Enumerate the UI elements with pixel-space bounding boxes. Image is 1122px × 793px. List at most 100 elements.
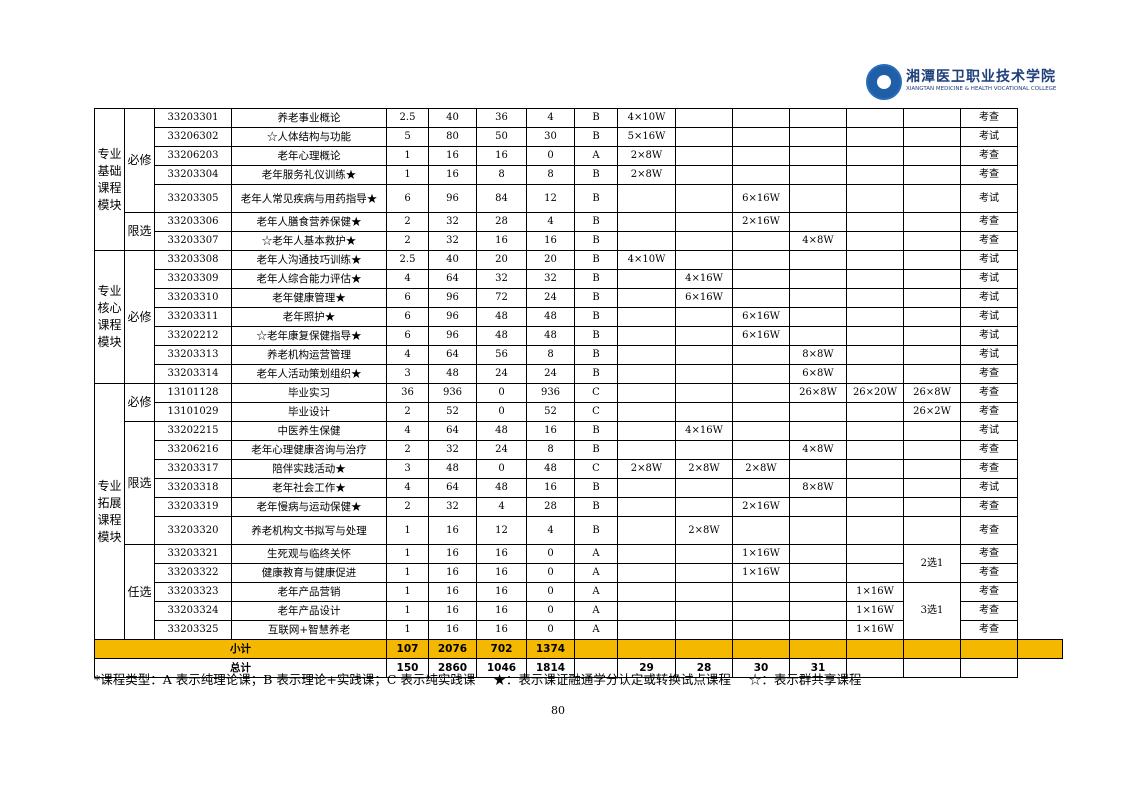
cell-name: 毕业设计 — [231, 402, 387, 422]
subtotal-total: 2076 — [428, 639, 477, 659]
cell-s1 — [617, 478, 676, 498]
table-row: 33203309 老年人综合能力评估★ 4 64 32 32 B 4×16W 考试 — [95, 269, 1063, 289]
cell-name: 老年人活动策划组织★ — [231, 364, 387, 384]
cell-name: 陪伴实践活动★ — [231, 459, 387, 479]
cell-name: 中医养生保健 — [231, 421, 387, 441]
cell-type: B — [574, 478, 618, 498]
type-label: 必修 — [124, 108, 155, 213]
table-row: 33203325 互联网+智慧养老 1 16 16 0 A 1×16W 考查 — [95, 620, 1063, 640]
cell-credit: 1 — [386, 516, 429, 545]
subtotal-theory: 702 — [476, 639, 527, 659]
cell-s2 — [675, 345, 733, 365]
cell-practice: 12 — [526, 184, 575, 213]
cell-theory: 28 — [476, 212, 527, 232]
cell-practice: 20 — [526, 250, 575, 270]
cell-total: 80 — [428, 127, 477, 147]
cell-name: 老年心理健康咨询与治疗 — [231, 440, 387, 460]
cell-s1 — [617, 402, 676, 422]
cell-exam: 考查 — [960, 620, 1018, 640]
cell-name: 老年人膳食营养保健★ — [231, 212, 387, 232]
cell-s1: 2×8W — [617, 165, 676, 185]
cell-s2: 2×8W — [675, 516, 733, 545]
group-label: 专业拓展课程模块 — [94, 383, 125, 640]
cell-type: B — [574, 108, 618, 128]
cell-total: 48 — [428, 459, 477, 479]
cell-total: 96 — [428, 307, 477, 327]
cell-s3 — [732, 364, 790, 384]
cell-practice: 8 — [526, 440, 575, 460]
cell-exam: 考试 — [960, 250, 1018, 270]
cell-s3 — [732, 231, 790, 251]
cell-credit: 1 — [386, 601, 429, 621]
cell-s6 — [903, 231, 961, 251]
cell-practice: 16 — [526, 231, 575, 251]
cell-practice: 4 — [526, 516, 575, 545]
cell-theory: 20 — [476, 250, 527, 270]
cell-s4: 4×8W — [789, 231, 847, 251]
cell-practice: 0 — [526, 146, 575, 166]
total-s1: 29 — [617, 658, 676, 678]
cell-name: 养老事业概论 — [231, 108, 387, 128]
cell-type: B — [574, 345, 618, 365]
cell-theory: 24 — [476, 440, 527, 460]
cell-type: C — [574, 459, 618, 479]
cell-credit: 6 — [386, 307, 429, 327]
cell-type: C — [574, 402, 618, 422]
cell-s5 — [846, 165, 904, 185]
cell-s3 — [732, 440, 790, 460]
elective-note: 2选1 — [903, 544, 961, 583]
cell-exam: 考查 — [960, 383, 1018, 403]
cell-exam: 考试 — [960, 345, 1018, 365]
cell-total: 96 — [428, 326, 477, 346]
cell-s4 — [789, 184, 847, 213]
cell-theory: 16 — [476, 582, 527, 602]
cell-s4 — [789, 516, 847, 545]
cell-type: A — [574, 582, 618, 602]
cell-s2 — [675, 620, 733, 640]
cell-s2: 2×8W — [675, 459, 733, 479]
cell-exam: 考查 — [960, 459, 1018, 479]
cell-theory: 84 — [476, 184, 527, 213]
cell-practice: 48 — [526, 307, 575, 327]
course-table: 专业基础课程模块 必修 33203301 养老事业概论 2.5 40 36 4 B 4×10W 考查… — [94, 108, 1063, 678]
cell-code: 33203317 — [154, 459, 232, 479]
cell-s6 — [903, 497, 961, 517]
cell-theory: 50 — [476, 127, 527, 147]
cell-s4 — [789, 421, 847, 441]
footnote-hollow: ☆：表示群共享课程 — [748, 672, 862, 687]
cell-total: 16 — [428, 582, 477, 602]
cell-s2 — [675, 601, 733, 621]
cell-practice: 0 — [526, 563, 575, 583]
cell-s3: 2×8W — [732, 459, 790, 479]
cell-s4 — [789, 497, 847, 517]
cell-s1 — [617, 383, 676, 403]
cell-credit: 2.5 — [386, 108, 429, 128]
cell-name: 老年人常见疾病与用药指导★ — [231, 184, 387, 213]
cell-s3 — [732, 269, 790, 289]
cell-practice: 16 — [526, 478, 575, 498]
cell-credit: 1 — [386, 544, 429, 564]
type-label: 限选 — [124, 421, 155, 545]
cell-s6 — [903, 165, 961, 185]
cell-exam: 考试 — [960, 326, 1018, 346]
cell-practice: 48 — [526, 459, 575, 479]
cell-s1 — [617, 345, 676, 365]
cell-s4 — [789, 307, 847, 327]
cell-theory: 48 — [476, 326, 527, 346]
table-row: 专业拓展课程模块 必修 13101128 毕业实习 36 936 0 936 C 26×8W 26×… — [94, 383, 1063, 640]
cell-type: B — [574, 421, 618, 441]
table-row: 33203305 老年人常见疾病与用药指导★ 6 96 84 12 B 6×16W 考试 — [95, 184, 1063, 213]
cell-total: 16 — [428, 516, 477, 545]
cell-s4: 4×8W — [789, 440, 847, 460]
cell-total: 16 — [428, 544, 477, 564]
table-row: 33206302 ☆人体结构与功能 5 80 50 30 B 5×16W 考试 — [95, 127, 1063, 147]
cell-code: 13101029 — [154, 402, 232, 422]
cell-s6 — [903, 288, 961, 308]
cell-total: 16 — [428, 563, 477, 583]
cell-s5 — [846, 307, 904, 327]
cell-s5 — [846, 364, 904, 384]
table-row: 33206203 老年心理概论 1 16 16 0 A 2×8W 考查 — [95, 146, 1063, 166]
cell-s4: 6×8W — [789, 364, 847, 384]
cell-practice: 4 — [526, 108, 575, 128]
table-row: 专业基础课程模块 必修 33203301 养老事业概论 2.5 40 36 4 B 4×10W 考查 — [94, 108, 1063, 251]
